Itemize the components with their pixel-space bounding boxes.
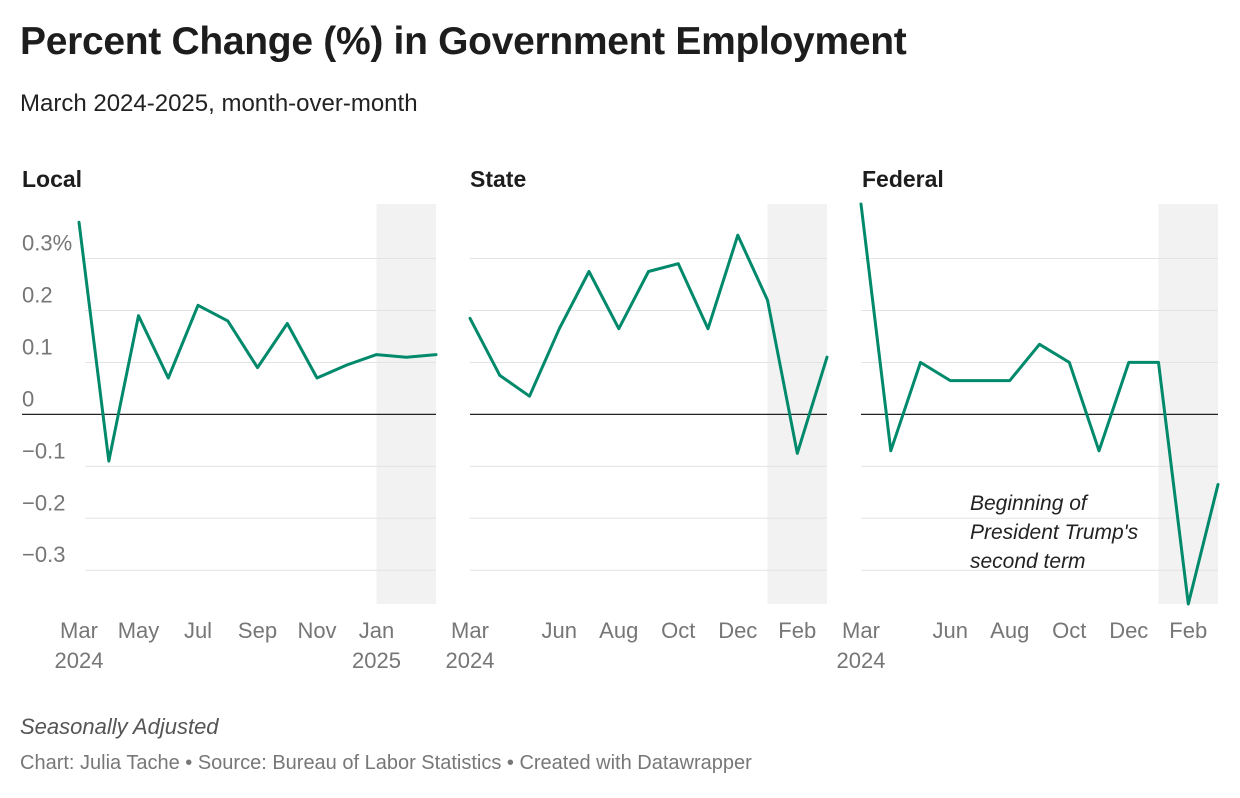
shaded-period xyxy=(767,204,827,604)
shaded-period xyxy=(376,204,436,604)
adjustment-note: Seasonally Adjusted xyxy=(20,714,219,739)
x-tick-label: May xyxy=(118,618,160,643)
x-tick-label: Aug xyxy=(599,618,638,643)
x-tick-year-label: 2024 xyxy=(446,648,495,673)
x-tick-label: Aug xyxy=(990,618,1029,643)
x-tick-label: Jun xyxy=(933,618,968,643)
chart-subtitle: March 2024-2025, month-over-month xyxy=(20,90,418,117)
panel-state: Mar 2024 Jun Aug Oct Dec Feb xyxy=(446,204,829,673)
x-tick-label: Mar xyxy=(60,618,98,643)
y-tick-label: −0.2 xyxy=(22,490,65,515)
shaded-period xyxy=(1158,204,1218,604)
x-tick-label: Jan xyxy=(359,618,394,643)
y-tick-label: −0.1 xyxy=(22,438,65,463)
x-tick-year-label: 2024 xyxy=(837,648,886,673)
y-tick-label: 0.3% xyxy=(22,231,72,256)
x-tick-label: Nov xyxy=(297,618,336,643)
y-tick-label: 0 xyxy=(22,386,34,411)
x-tick-year-label: 2025 xyxy=(352,648,401,673)
panel-federal: Mar 2024 Jun Aug Oct Dec Feb Beginning of Presid… xyxy=(837,202,1220,673)
y-tick-label: −0.3 xyxy=(22,542,65,567)
chart-title: Percent Change (%) in Government Employm… xyxy=(20,20,907,63)
x-tick-label: Dec xyxy=(1109,618,1148,643)
panel-local: 0.3% 0.2 0.1 0 −0.1 −0.2 −0.3 Mar 2024 May Jul Sep N… xyxy=(22,204,438,673)
y-tick-label: 0.2 xyxy=(22,282,53,307)
x-tick-label: Oct xyxy=(661,618,695,643)
panel-title-federal: Federal xyxy=(862,166,944,192)
x-tick-label: Dec xyxy=(718,618,757,643)
chart-footer: Chart: Julia Tache • Source: Bureau of L… xyxy=(20,752,752,774)
panel-title-state: State xyxy=(470,166,527,192)
x-tick-label: Feb xyxy=(778,618,816,643)
y-tick-label: 0.1 xyxy=(22,334,53,359)
x-tick-year-label: 2024 xyxy=(55,648,104,673)
annotation-text: Beginning of xyxy=(970,492,1089,515)
annotation-text: second term xyxy=(970,550,1086,573)
x-tick-label: Jun xyxy=(542,618,577,643)
series-line-local xyxy=(77,220,438,463)
x-tick-label: Mar xyxy=(842,618,880,643)
x-tick-label: Jul xyxy=(184,618,212,643)
x-tick-label: Sep xyxy=(238,618,277,643)
panel-title-local: Local xyxy=(22,166,83,192)
small-multiples-chart: 0.3% 0.2 0.1 0 −0.1 −0.2 −0.3 Mar 2024 May Jul Sep N… xyxy=(22,202,1220,673)
x-tick-label: Mar xyxy=(451,618,489,643)
series-line-federal xyxy=(859,202,1220,606)
annotation-text: President Trump's xyxy=(970,521,1139,544)
x-tick-label: Oct xyxy=(1052,618,1086,643)
x-tick-label: Feb xyxy=(1169,618,1207,643)
